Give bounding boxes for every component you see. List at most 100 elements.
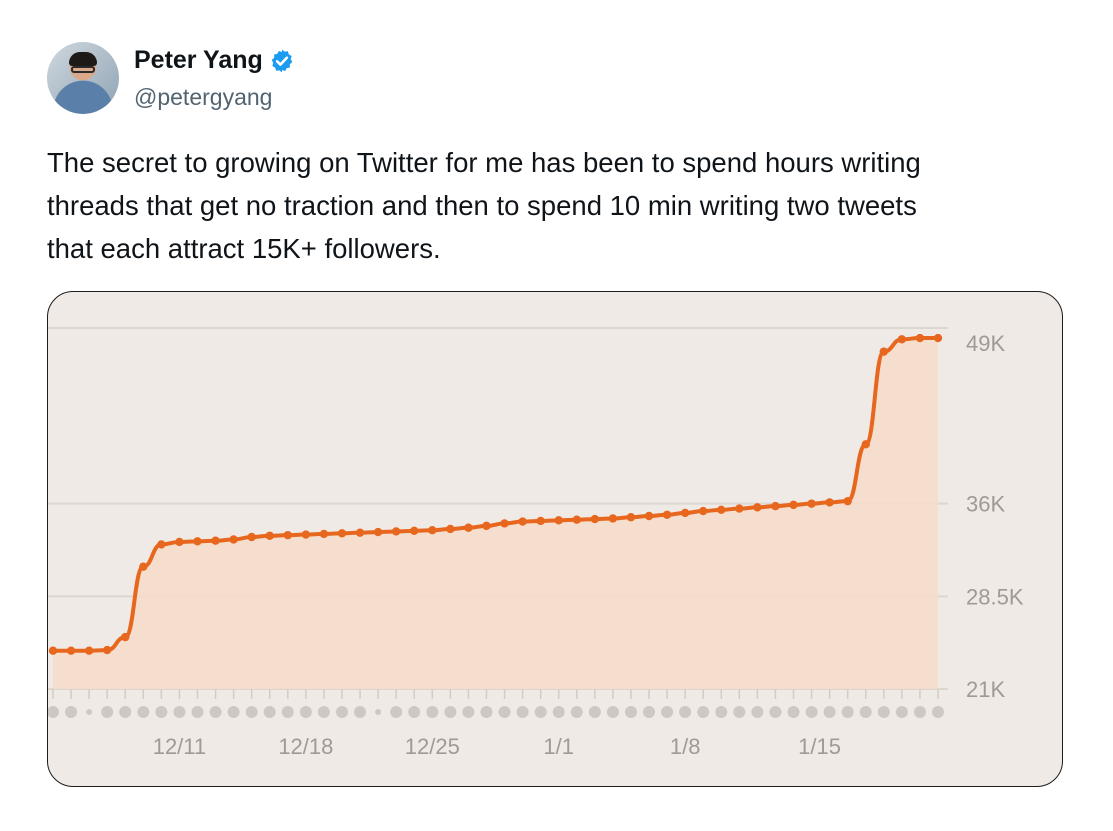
chart-data-point bbox=[175, 537, 184, 547]
chart-data-point bbox=[500, 519, 509, 528]
day-marker-dot bbox=[209, 706, 222, 718]
chart-data-point bbox=[247, 532, 256, 542]
chart-data-point bbox=[319, 529, 329, 539]
chart-data-point bbox=[337, 529, 347, 538]
chart-card[interactable]: 49K 36K 28.5K 21K 12/11 12/18 12/25 1/1 1/8 1/15 bbox=[47, 291, 1063, 787]
chart-data-point bbox=[193, 537, 202, 546]
tweet-text: The secret to growing on Twitter for me … bbox=[47, 147, 921, 264]
chart-data-point bbox=[699, 506, 708, 516]
day-marker-dot bbox=[895, 706, 908, 718]
chart-data-point bbox=[933, 333, 943, 343]
chart-data-point bbox=[717, 505, 726, 515]
day-marker-dot bbox=[173, 706, 186, 718]
x-tick-label: 1/8 bbox=[670, 734, 701, 759]
chart-data-point bbox=[482, 521, 491, 531]
day-marker-dot bbox=[787, 706, 800, 718]
day-marker-dot bbox=[263, 706, 276, 718]
author-name[interactable]: Peter Yang bbox=[134, 46, 263, 74]
chart-data-point bbox=[428, 526, 437, 535]
chart-data-point bbox=[265, 531, 274, 540]
x-tick-label: 12/18 bbox=[278, 734, 333, 759]
day-marker-dot bbox=[859, 706, 872, 718]
day-marker-dot bbox=[227, 706, 240, 718]
chart-data-point bbox=[789, 500, 798, 510]
chart-data-point bbox=[626, 513, 636, 522]
day-marker-dot bbox=[498, 706, 511, 718]
day-marker-dot bbox=[733, 706, 746, 718]
chart-data-point bbox=[861, 440, 870, 449]
chart-data-point bbox=[464, 523, 473, 532]
chart-data-point bbox=[680, 508, 690, 518]
follower-chart: 49K 36K 28.5K 21K 12/11 12/18 12/25 1/1 1/8 1/15 bbox=[48, 327, 1024, 759]
chart-data-point bbox=[157, 540, 166, 549]
author-avatar[interactable] bbox=[47, 42, 119, 114]
chart-data-point bbox=[843, 496, 852, 506]
day-marker-dot bbox=[65, 706, 78, 718]
chart-data-point bbox=[301, 530, 311, 539]
avatar-hair bbox=[69, 52, 97, 66]
day-marker-dot bbox=[191, 706, 204, 718]
chart-data-point bbox=[753, 503, 762, 512]
y-tick-label: 28.5K bbox=[966, 584, 1024, 609]
day-marker-dot bbox=[913, 706, 926, 718]
day-marker-dot bbox=[606, 706, 619, 718]
day-marker-dot bbox=[570, 706, 583, 718]
y-tick-label: 36K bbox=[966, 492, 1005, 517]
tweet-header: Peter Yang @petergyang bbox=[47, 42, 647, 116]
chart-data-point bbox=[915, 333, 925, 343]
day-marker-dot bbox=[534, 706, 547, 718]
day-marker-dot bbox=[679, 706, 692, 718]
day-marker-dot bbox=[932, 706, 944, 718]
chart-data-point bbox=[897, 335, 907, 344]
chart-data-point bbox=[536, 516, 545, 526]
chart-data-point bbox=[283, 530, 292, 540]
day-marker-dot bbox=[101, 706, 114, 718]
day-marker-dot bbox=[299, 706, 312, 718]
author-handle[interactable]: @petergyang bbox=[134, 84, 273, 110]
chart-data-point bbox=[518, 517, 527, 526]
day-marker-dot bbox=[354, 706, 367, 718]
chart-data-point bbox=[572, 515, 581, 524]
chart-data-point bbox=[229, 535, 238, 544]
chart-data-point bbox=[391, 527, 401, 536]
day-marker-dot bbox=[552, 706, 565, 718]
day-marker-dot bbox=[281, 706, 294, 718]
chart-data-point bbox=[554, 516, 563, 525]
day-marker-dot bbox=[375, 709, 382, 715]
day-marker-dot bbox=[245, 706, 258, 718]
day-marker-dot bbox=[877, 706, 890, 718]
chart-data-point bbox=[211, 536, 220, 545]
day-marker-dot bbox=[588, 706, 601, 718]
day-marker-dot bbox=[715, 706, 728, 718]
x-tick-label: 12/25 bbox=[405, 734, 460, 759]
chart-data-point bbox=[807, 499, 816, 508]
verified-badge-icon bbox=[271, 49, 293, 72]
day-marker-dot bbox=[444, 706, 457, 718]
chart-data-point bbox=[879, 347, 889, 356]
day-marker-dot bbox=[462, 706, 475, 718]
day-marker-dot bbox=[390, 706, 403, 718]
day-marker-dot bbox=[317, 706, 330, 718]
day-marker-dot bbox=[769, 706, 782, 718]
day-marker-dot bbox=[86, 709, 93, 715]
chart-data-point bbox=[735, 504, 744, 513]
avatar-glasses bbox=[71, 66, 95, 73]
chart-data-point bbox=[373, 527, 383, 537]
day-marker-dot bbox=[643, 706, 656, 718]
day-marker-dot bbox=[823, 706, 836, 718]
day-marker-dot bbox=[805, 706, 818, 718]
chart-area-fill bbox=[53, 338, 938, 689]
chart-data-point bbox=[102, 645, 112, 655]
day-marker-dot bbox=[624, 706, 637, 718]
chart-data-point bbox=[608, 514, 618, 523]
chart-data-point bbox=[84, 646, 94, 655]
chart-data-point bbox=[66, 646, 76, 655]
day-marker-dot bbox=[408, 706, 421, 718]
day-marker-dot bbox=[841, 706, 854, 718]
day-marker-dot bbox=[426, 706, 439, 718]
day-marker-dot bbox=[697, 706, 710, 718]
chart-data-point bbox=[446, 524, 455, 534]
chart-data-point bbox=[662, 510, 672, 519]
chart-data-point bbox=[48, 646, 58, 655]
day-marker-dot bbox=[751, 706, 764, 718]
